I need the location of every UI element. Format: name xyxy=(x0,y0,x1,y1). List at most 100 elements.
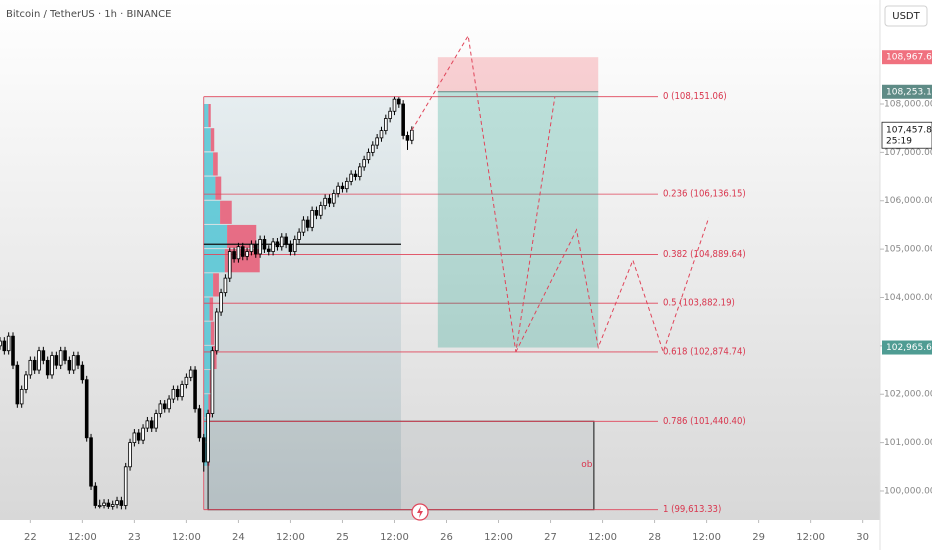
candle-body xyxy=(227,251,232,279)
candle-body xyxy=(410,129,414,141)
candle-body xyxy=(6,335,11,352)
x-tick-label: 12:00 xyxy=(276,532,305,543)
candle-body xyxy=(240,246,245,257)
candle-body xyxy=(379,130,384,139)
fib-label: 0.786 (101,440.40) xyxy=(663,416,746,427)
candle-body xyxy=(71,355,76,371)
candle-body xyxy=(219,292,223,313)
price-label-box xyxy=(882,50,932,65)
candle-body xyxy=(50,355,54,376)
fib-label: 0.5 (103,882.19) xyxy=(663,298,735,309)
candle-body xyxy=(180,384,184,398)
candle-body xyxy=(271,241,275,252)
candle-body xyxy=(249,243,254,252)
x-tick-label: 12:00 xyxy=(484,532,513,543)
candle-body xyxy=(132,432,137,444)
volume-buy xyxy=(203,104,209,128)
candle-body xyxy=(149,420,154,429)
candle-body xyxy=(158,403,163,414)
candle-body xyxy=(0,340,2,347)
candle-body xyxy=(318,205,323,216)
projection-path xyxy=(515,217,710,354)
x-tick-label: 12:00 xyxy=(68,532,97,543)
x-tick-label: 23 xyxy=(128,532,141,543)
candle-body xyxy=(45,359,50,376)
price-axis-background xyxy=(880,0,932,550)
candle-body xyxy=(115,500,119,505)
fib-label: 0.618 (102,874.74) xyxy=(663,346,746,357)
candle-body xyxy=(297,231,301,240)
drawing-layer: 100,000.00101,000.00102,000.00103,000.00… xyxy=(0,34,932,543)
candle-body xyxy=(314,210,319,216)
currency-box[interactable] xyxy=(884,5,928,27)
volume-sell xyxy=(215,176,222,200)
volume-buy xyxy=(203,128,211,152)
y-tick-label: 108,000.00 xyxy=(884,100,932,110)
last-price: 107,457.81 xyxy=(886,126,932,136)
candle-body xyxy=(349,173,353,182)
y-tick-label: 107,000.00 xyxy=(884,148,932,158)
volume-buy xyxy=(203,297,210,321)
candle-body xyxy=(110,504,115,507)
volume-buy xyxy=(203,321,211,345)
stop-zone xyxy=(437,57,599,92)
projection-path xyxy=(411,34,556,353)
candle-body xyxy=(24,374,28,390)
volume-buy xyxy=(203,176,216,200)
candle-body xyxy=(201,437,206,463)
volume-buy xyxy=(203,273,214,297)
candle-body xyxy=(266,248,271,252)
chart-title: Bitcoin / TetherUS · 1h · BINANCE xyxy=(6,9,171,20)
volume-sell xyxy=(220,200,232,224)
candle-body xyxy=(84,379,89,439)
volume-sell xyxy=(210,128,215,152)
candle-body xyxy=(305,219,310,228)
candle-body xyxy=(102,502,106,506)
candle-body xyxy=(54,355,59,366)
currency: USDT xyxy=(892,11,920,22)
candle-body xyxy=(344,180,349,190)
volume-buy xyxy=(203,249,225,273)
volume-buy xyxy=(203,394,209,418)
x-tick-label: 27 xyxy=(544,532,557,543)
candle-body xyxy=(292,239,297,252)
candle-body xyxy=(123,466,128,506)
y-tick-label: 102,000.00 xyxy=(884,390,932,400)
volume-buy xyxy=(203,200,221,224)
candle-body xyxy=(162,403,167,410)
time-axis-background xyxy=(0,520,880,550)
candle-body xyxy=(392,98,397,112)
candle-body xyxy=(331,193,336,204)
price-label: 108,967.65 xyxy=(886,53,932,63)
candle-body xyxy=(301,219,306,233)
price-label: 108,253.13 xyxy=(886,87,932,97)
candle-body xyxy=(223,277,228,294)
price-label-box xyxy=(882,340,932,355)
y-tick-label: 106,000.00 xyxy=(884,196,932,206)
candle-body xyxy=(93,485,98,506)
candle-body xyxy=(375,137,379,146)
fib-label: 0.236 (106,136.15) xyxy=(663,189,746,200)
candle-body xyxy=(67,359,72,371)
volume-sell xyxy=(213,152,218,176)
candle-body xyxy=(188,369,193,378)
candle-body xyxy=(106,502,111,507)
x-tick-label: 12:00 xyxy=(588,532,617,543)
candle-body xyxy=(28,359,33,376)
candle-body xyxy=(11,335,15,366)
volume-sell xyxy=(213,273,219,297)
y-tick-label: 104,000.00 xyxy=(884,293,932,303)
candle-body xyxy=(97,505,102,507)
candle-body xyxy=(288,243,293,252)
candle-body xyxy=(154,413,158,429)
x-tick-label: 29 xyxy=(752,532,765,543)
candle-body xyxy=(210,350,215,414)
candle-body xyxy=(258,239,262,255)
candle-body xyxy=(232,251,236,260)
candle-body xyxy=(275,241,280,248)
candle-body xyxy=(371,144,375,153)
volume-buy xyxy=(203,418,208,442)
candle-body xyxy=(197,408,202,439)
candle-body xyxy=(353,173,358,177)
candle-body xyxy=(167,398,171,410)
